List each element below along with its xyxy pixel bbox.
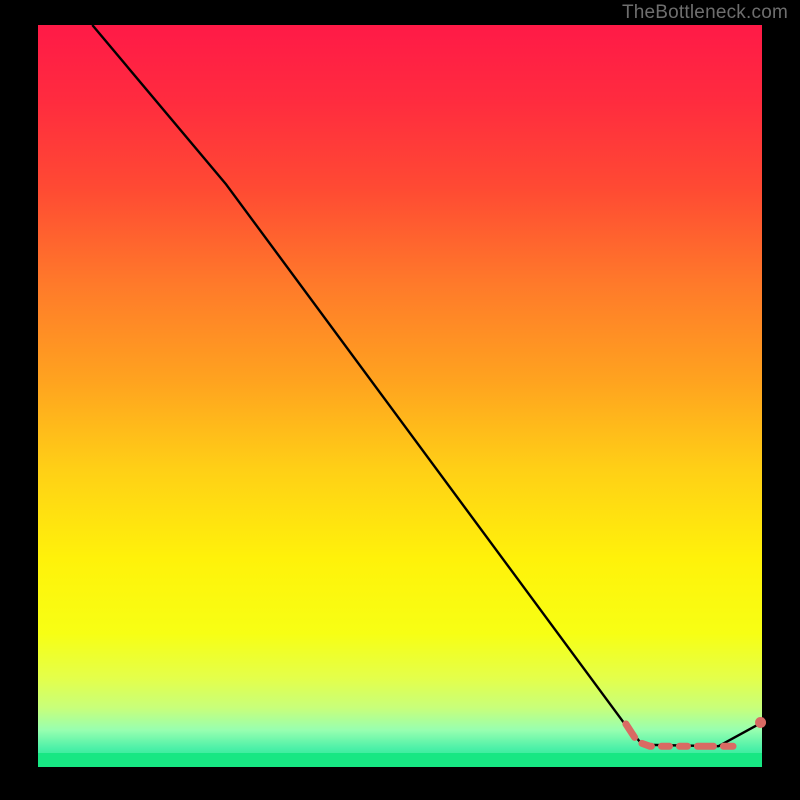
dashed-highlight-segment (626, 724, 733, 746)
chart-overlay-svg (38, 25, 762, 767)
chart-plot-area (38, 25, 762, 767)
endpoint-marker (755, 717, 766, 728)
watermark-text: TheBottleneck.com (622, 2, 788, 24)
bottleneck-curve (92, 25, 762, 746)
